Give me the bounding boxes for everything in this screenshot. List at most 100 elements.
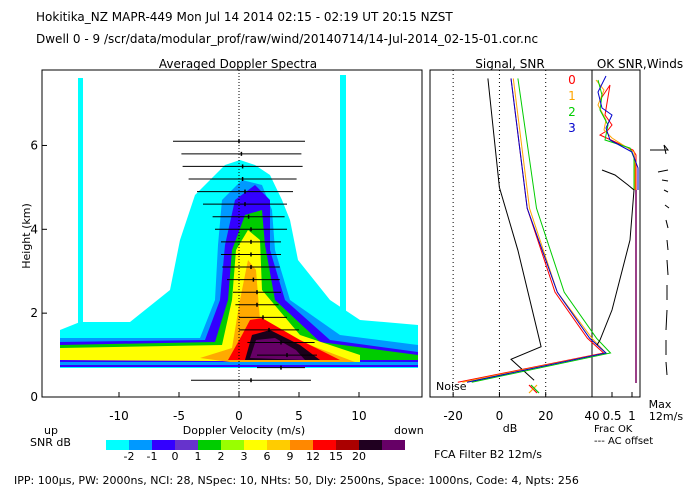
legend-entry-1: 1 (568, 89, 576, 103)
colorbar-tick-label: 3 (241, 450, 248, 463)
colorbar-swatch (290, 440, 313, 450)
snr-cyan-band-right (340, 75, 346, 337)
snr-x-tick-label: 40 (584, 409, 599, 423)
colorbar-tick-label: 12 (306, 450, 320, 463)
legend-entry-2: 2 (568, 105, 576, 119)
colorbar-swatch (106, 440, 129, 450)
colorbar-tick-label: 6 (264, 450, 271, 463)
winds-title: OK SNR,Winds (597, 57, 683, 71)
x-tick-label: 0 (235, 409, 243, 423)
y-tick-label: 2 (30, 306, 38, 320)
colorbar-tick-label: -2 (124, 450, 135, 463)
colorbar-tick-label: 9 (287, 450, 294, 463)
frac-ok-line-green (597, 79, 635, 190)
colorbar-swatch (313, 440, 336, 450)
header-title: Hokitika_NZ MAPR-449 Mon Jul 14 2014 02:… (36, 10, 453, 24)
snr-contour-purple (250, 338, 305, 360)
colorbar: -2 -1 0 1 2 3 6 9 12 15 20 (106, 440, 405, 463)
ac-offset-label: --- AC offset (594, 436, 653, 447)
spectra-heatmap (60, 75, 418, 368)
colorbar-tick-label: 20 (352, 450, 366, 463)
direction-left-label: up (44, 424, 58, 437)
colorbar-swatch (382, 440, 405, 450)
snr-x-tick-label: 0 (496, 409, 504, 423)
snr-x-tick-label: 20 (538, 409, 553, 423)
noise-label: Noise (436, 380, 467, 393)
snr-axes: -20 0 20 40 (443, 70, 600, 423)
winds-axes: 0.5 1 (602, 392, 636, 423)
snr-cyan-band-left (78, 78, 83, 338)
x-tick-label: -10 (109, 409, 129, 423)
frac-ok-line-red (598, 84, 637, 190)
spectra-title: Averaged Doppler Spectra (159, 57, 317, 71)
footer-parameters: IPP: 100μs, PW: 2000ns, NCI: 28, NSpec: … (14, 474, 579, 487)
colorbar-tick-label: 15 (329, 450, 343, 463)
colorbar-tick-label: 0 (172, 450, 179, 463)
snr-x-tick-label: -20 (443, 409, 463, 423)
legend-entry-3: 3 (568, 121, 576, 135)
header-file-path: Dwell 0 - 9 /scr/data/modular_prof/raw/w… (36, 32, 539, 46)
wind-barb-9 (665, 309, 668, 331)
noise-marker (528, 384, 540, 394)
x-tick-label: 10 (351, 409, 366, 423)
wind-barb-11 (665, 361, 668, 376)
direction-right-label: down (394, 424, 424, 437)
winds-x-tick-label: 0.5 (602, 409, 621, 423)
winds-panel-frame (591, 69, 641, 398)
snr-title: Signal, SNR (475, 57, 544, 71)
y-tick-label: 6 (30, 138, 38, 152)
frac-ok-line-blue (597, 75, 639, 190)
colorbar-tick-label: 2 (218, 450, 225, 463)
y-tick-label: 0 (30, 390, 38, 404)
x-tick-label: 5 (295, 409, 303, 423)
wind-barb-6 (666, 239, 669, 251)
y-tick-label: 4 (30, 222, 38, 236)
colorbar-swatch (267, 440, 290, 450)
colorbar-swatch (221, 440, 244, 450)
spectra-axes: -10 -5 0 5 10 0 2 4 6 (30, 138, 366, 423)
wind-barb-1 (657, 169, 669, 173)
colorbar-swatch (152, 440, 175, 450)
wind-barb-4 (664, 204, 670, 209)
snr-panel-frame (429, 69, 593, 398)
colorbar-swatch (175, 440, 198, 450)
noise-marker-green (530, 384, 540, 394)
spectra-xlabel: Doppler Velocity (m/s) (183, 424, 305, 437)
wind-profile-bars (173, 139, 317, 383)
snr-line-2 (471, 78, 612, 383)
colorbar-swatch (129, 440, 152, 450)
colorbar-swatch (336, 440, 359, 450)
legend-entry-0: 0 (568, 73, 576, 87)
snr-lines (457, 78, 612, 383)
colorbar-swatch (244, 440, 267, 450)
spectra-panel-frame (41, 69, 423, 398)
fca-filter-label: FCA Filter B2 12m/s (434, 448, 542, 461)
snr-contour-orange (200, 260, 355, 362)
frac-ok-lines (595, 75, 639, 383)
max-label: Max (649, 398, 672, 411)
wind-barbs (650, 144, 670, 376)
noise-marker-orange (528, 384, 538, 394)
wind-barb-7 (666, 259, 669, 276)
colorbar-swatch (359, 440, 382, 450)
snr-xlabel: dB (503, 422, 518, 435)
wind-barb-5 (665, 219, 669, 229)
max-value: 12m/s (649, 410, 683, 423)
winds-legend: 0 1 2 3 (568, 73, 576, 135)
colorbar-tick-label: 1 (195, 450, 202, 463)
wind-barb-2 (661, 179, 669, 182)
colorbar-label: SNR dB (30, 436, 71, 449)
snr-contour-yellow (60, 230, 360, 362)
snr-line-3 (466, 78, 607, 383)
winds-x-tick-label: 1 (628, 409, 636, 423)
winds-xlabel: Frac OK (594, 424, 633, 435)
spectra-ylabel: Height (km) (20, 203, 33, 269)
wind-barb-top (650, 144, 670, 155)
snr-line-0 (457, 78, 605, 383)
snr-line-signal (487, 78, 542, 381)
colorbar-swatch (198, 440, 221, 450)
colorbar-tick-label: -1 (147, 450, 158, 463)
wind-barb-3 (663, 189, 669, 193)
x-tick-label: -5 (173, 409, 185, 423)
